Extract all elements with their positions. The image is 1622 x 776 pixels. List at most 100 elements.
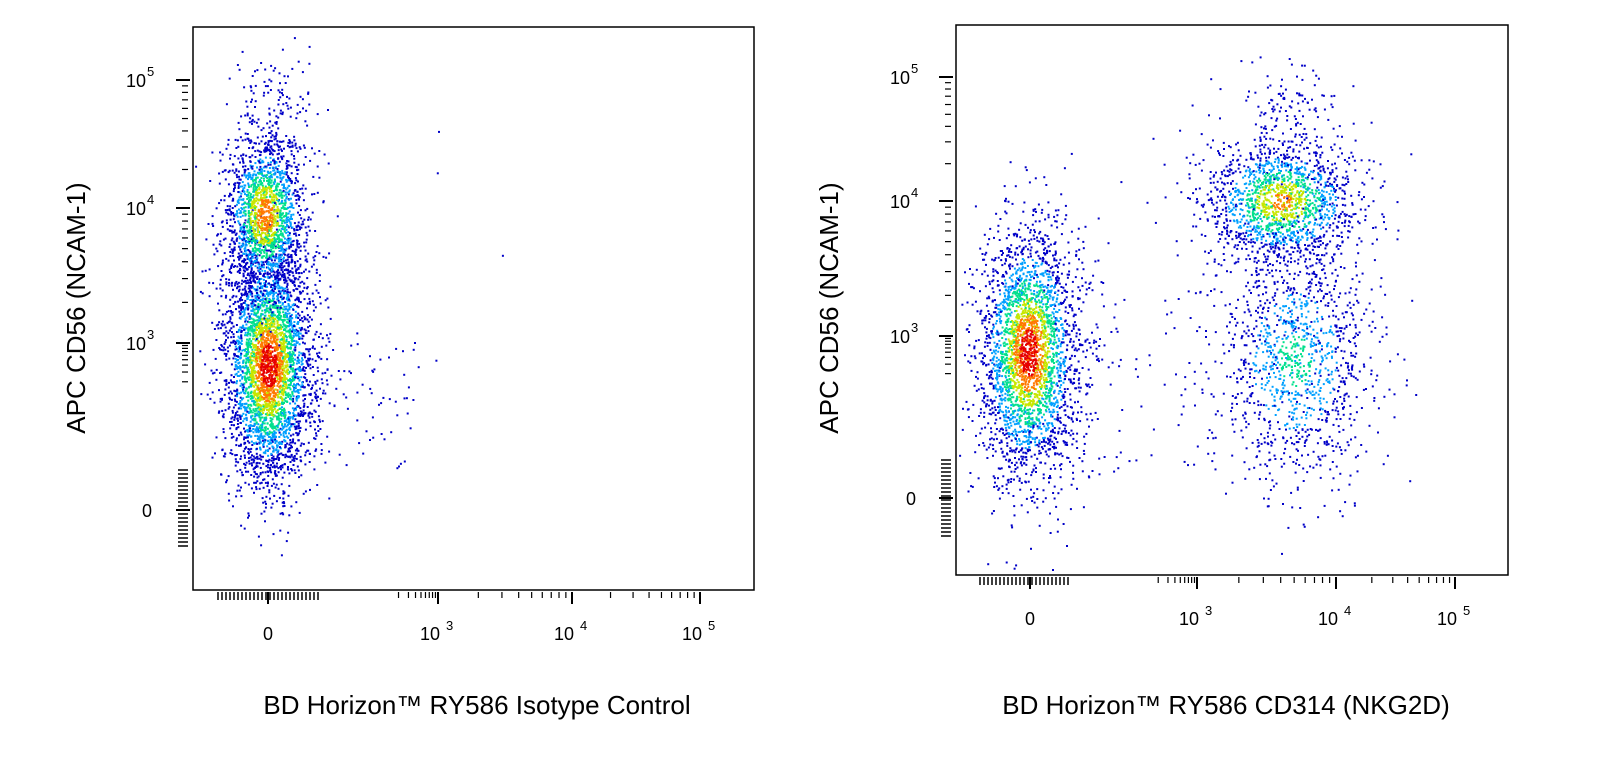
event-dot [259,472,262,474]
event-dot [281,199,284,202]
event-dot [286,288,289,291]
event-dot [261,437,264,440]
event-dot [289,336,291,339]
event-dot [286,282,289,285]
event-dot [317,415,320,418]
event-dot [281,262,284,264]
event-dot [219,400,222,403]
event-dot [271,216,274,219]
event-dot [281,303,284,306]
event-dot [261,303,264,306]
event-dot [283,439,286,442]
event-dot [266,427,269,430]
event-dot [292,379,295,382]
event-dot [282,381,285,384]
event-dot [253,390,256,393]
event-dot [274,341,276,344]
event-dot [259,323,262,326]
event-dot [263,199,265,202]
event-dot [256,198,259,201]
event-dot [274,342,277,345]
event-dot [271,411,274,414]
event-dot [281,372,284,375]
event-dot [248,327,250,330]
event-dot [294,334,297,337]
event-dot [251,414,254,417]
event-dot [273,182,276,185]
event-dot [292,239,295,242]
event-dot [301,359,304,361]
event-dot [307,350,310,353]
event-dot [234,394,237,397]
event-dot [255,356,258,359]
event-dot [254,383,257,386]
event-dot [240,329,243,332]
event-dot [280,468,282,471]
event-dot [233,215,236,218]
event-dot [294,414,297,417]
event-dot [308,393,311,396]
event-dot [269,306,272,309]
event-dot [316,352,318,355]
event-dot [255,399,258,402]
event-dot [282,380,285,383]
event-dot [258,279,261,282]
event-dot [267,261,270,264]
event-dot [272,415,275,418]
event-dot [294,346,297,349]
event-dot [309,218,312,221]
event-dot [293,348,296,351]
event-dot [265,174,268,177]
event-dot [275,185,278,188]
event-dot [266,355,269,358]
event-dot [247,451,250,454]
event-dot [245,174,248,177]
event-dot [275,428,278,431]
event-dot [289,456,292,459]
event-dot [254,401,257,404]
event-dot [221,320,224,323]
event-dot [275,458,278,460]
event-dot [270,211,273,214]
event-dot [277,297,279,300]
event-dot [270,244,273,247]
event-dot [265,465,268,468]
event-dot [254,371,257,374]
event-dot [246,293,249,295]
event-dot [242,307,245,310]
event-dot [240,211,242,214]
event-dot [245,225,248,228]
event-dot [275,373,278,376]
event-dot [287,141,290,144]
event-dot [255,314,257,317]
event-dot [285,292,288,295]
event-dot [303,245,306,248]
event-dot [319,387,321,390]
event-dot [238,375,241,377]
event-dot [236,367,239,369]
event-dot [278,390,281,393]
event-dot [271,201,274,204]
event-dot [234,357,237,360]
event-dot [262,285,265,287]
event-dot [233,376,235,378]
event-dot [269,230,272,233]
event-dot [291,359,294,362]
event-dot [248,147,251,149]
event-dot [230,310,232,312]
event-dot [215,436,218,439]
event-dot [275,228,278,231]
event-dot [263,346,266,349]
event-dot [260,235,263,238]
event-dot [252,344,255,347]
event-dot [282,291,285,294]
event-dot [255,361,258,364]
event-dot [238,257,241,260]
event-dot [248,462,251,465]
event-dot [297,425,300,427]
event-dot [277,149,280,152]
event-dot [303,298,306,301]
event-dot [248,441,251,444]
event-dot [278,374,281,377]
event-dot [255,338,258,341]
